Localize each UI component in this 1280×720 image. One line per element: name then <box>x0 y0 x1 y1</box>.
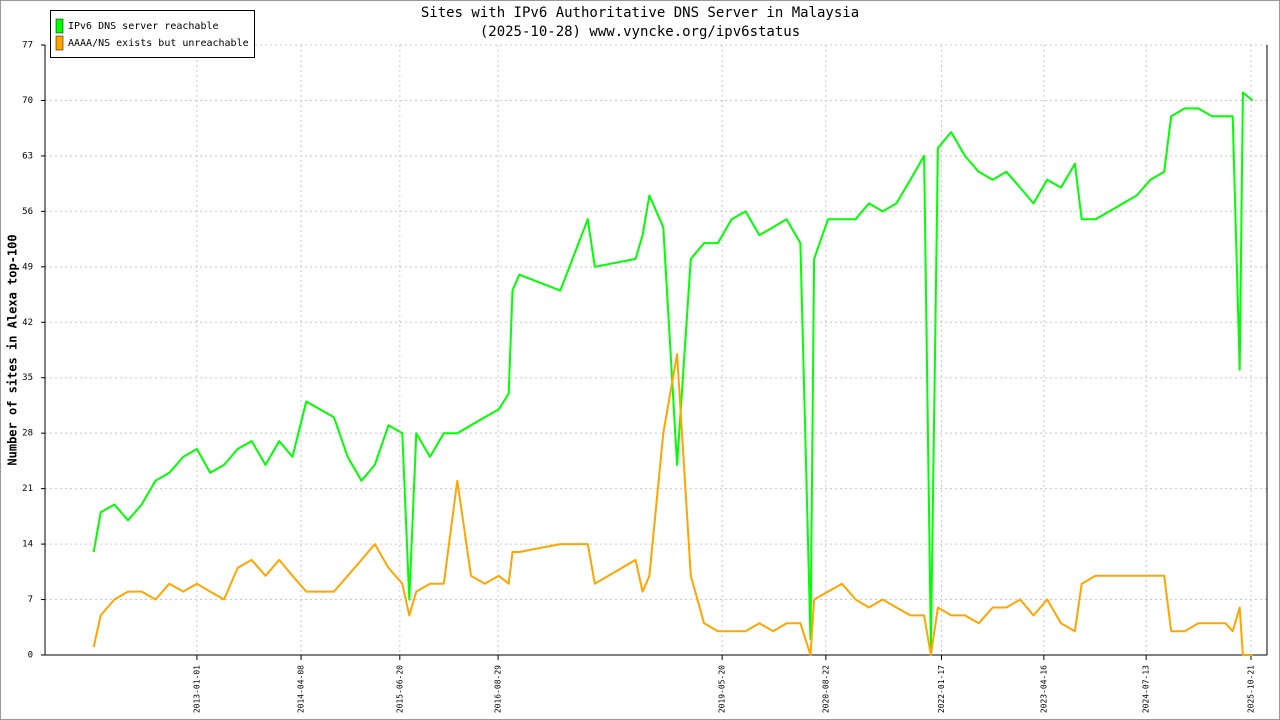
y-tick-label: 35 <box>22 373 33 383</box>
y-tick-label: 7 <box>28 595 33 605</box>
chart-subtitle: (2025-10-28) www.vyncke.org/ipv6status <box>480 24 800 40</box>
legend-label: IPv6 DNS server reachable <box>68 21 219 32</box>
x-tick-label: 2022-01-17 <box>937 665 946 713</box>
x-tick-label: 2020-08-22 <box>821 665 830 713</box>
x-tick-label: 2023-04-16 <box>1039 665 1048 713</box>
y-tick-label: 0 <box>28 651 33 661</box>
series-line <box>92 353 1253 656</box>
x-tick-label: 2015-06-20 <box>395 665 404 713</box>
chart-title: Sites with IPv6 Authoritative DNS Server… <box>421 5 859 21</box>
y-tick-label: 70 <box>22 96 33 106</box>
y-tick-label: 21 <box>22 484 33 494</box>
y-tick-label: 14 <box>22 540 33 550</box>
legend-label: AAAA/NS exists but unreachable <box>68 38 249 49</box>
x-tick-label: 2025-10-21 <box>1246 665 1255 713</box>
y-tick-label: 77 <box>22 41 33 51</box>
y-tick-label: 42 <box>22 318 33 328</box>
y-tick-label: 56 <box>22 207 33 217</box>
y-tick-label: 63 <box>22 151 33 161</box>
legend-swatch <box>55 35 64 51</box>
y-tick-label: 28 <box>22 429 33 439</box>
y-axis-label: Number of sites in Alexa top-100 <box>6 234 20 465</box>
y-tick-label: 49 <box>22 262 33 272</box>
legend-swatch <box>55 18 64 34</box>
x-tick-label: 2019-05-20 <box>718 665 727 713</box>
x-tick-label: 2013-01-01 <box>192 665 201 713</box>
x-tick-label: 2014-04-08 <box>297 665 306 713</box>
x-tick-label: 2016-08-29 <box>494 665 503 713</box>
x-tick-label: 2024-07-13 <box>1142 665 1151 713</box>
legend-box <box>50 10 255 58</box>
series-line <box>92 91 1254 649</box>
